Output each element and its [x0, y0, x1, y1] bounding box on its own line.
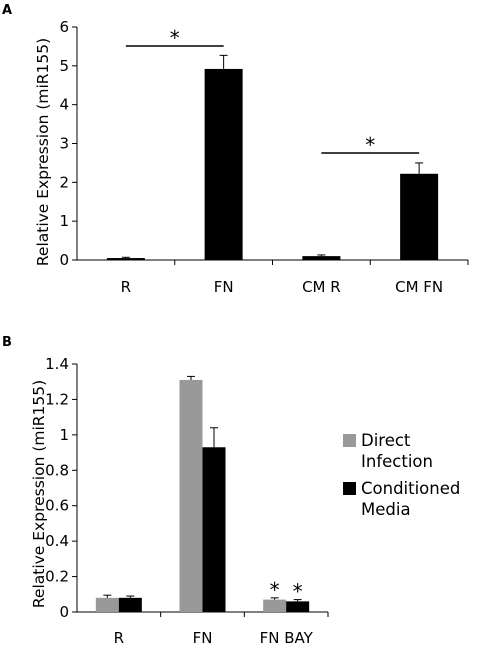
panel-a-bar [204, 68, 243, 260]
panel-a-y-tick-label: 5 [59, 57, 69, 75]
panel-b-legend: Direct Infection Conditioned Media [343, 431, 460, 519]
panel-b-legend-swatch [343, 482, 356, 495]
panel-b-legend-label-line: Direct [361, 431, 411, 450]
panel-a-label: A [2, 3, 12, 18]
panel-b-legend-label-line: Media [361, 500, 411, 519]
panel-b-y-tick-label: 0.6 [45, 497, 69, 515]
panel-b-x-tick-labels: R FN FN BAY [114, 612, 329, 647]
panel-a-significance-star: * [170, 26, 180, 50]
panel-b-y-tick-label: 0 [59, 603, 69, 621]
panel-a-y-tick-label: 4 [59, 96, 69, 114]
panel-a-bars [106, 54, 439, 260]
panel-a-bar [106, 258, 145, 260]
panel-b-legend-label: Conditioned Media [361, 479, 460, 519]
panel-b-annotations: * * [270, 578, 303, 604]
panel-b-y-tick-label: 0.4 [45, 532, 69, 550]
panel-a-x-tick-label: R [121, 278, 131, 296]
panel-b-legend-label-line: Infection [361, 452, 433, 471]
panel-b-y-axis-label: Relative Expression (miR155) [30, 380, 48, 608]
panel-b-label: B [2, 335, 12, 350]
panel-a-bar [400, 173, 439, 260]
panel-a-y-tick-label: 1 [59, 212, 69, 230]
panel-a-significance-star: * [365, 133, 375, 157]
panel-b-y-tick-label: 0.2 [45, 568, 69, 586]
panel-a-significance: ** [125, 26, 420, 157]
panel-b-x-tick-label: FN BAY [260, 629, 314, 647]
panel-b-y-tick-label: 1.4 [45, 355, 69, 373]
panel-b-bars [95, 375, 310, 612]
panel-b-bar [95, 597, 119, 612]
panel-b-bar [263, 599, 287, 612]
panel-a-x-tick-labels: R FN CM R CM FN [121, 260, 469, 296]
panel-b-annotation-star: * [293, 580, 303, 604]
panel-b-legend-label: Direct Infection [361, 431, 433, 471]
panel-a-x-tick-label: CM FN [395, 278, 443, 296]
panel-b-bar [286, 601, 310, 612]
panel-a-x-tick-label: FN [214, 278, 234, 296]
panel-b-y-ticks: 0 0.2 0.4 0.6 0.8 1 1.2 1.4 [45, 355, 77, 621]
panel-b-legend-label-line: Conditioned [361, 479, 460, 498]
panel-a-y-axis-label: Relative Expression (miR155) [34, 38, 52, 266]
panel-a-y-tick-label: 3 [59, 135, 69, 153]
panel-a-x-tick-label: CM R [302, 278, 341, 296]
panel-b-bar [179, 379, 203, 612]
panel-b-y-tick-label: 0.8 [45, 461, 69, 479]
panel-a-y-ticks: 0 1 2 3 4 5 6 [59, 18, 77, 269]
panel-a-y-tick-label: 0 [59, 251, 69, 269]
panel-a: A Relative Expression (miR155) 0 1 2 3 4 5 6 R… [2, 3, 469, 296]
panel-b-y-tick-label: 1.2 [45, 390, 69, 408]
panel-b-x-tick-label: FN [193, 629, 213, 647]
panel-b-legend-swatch [343, 434, 356, 447]
panel-b-x-tick-label: R [114, 629, 124, 647]
panel-a-y-tick-label: 2 [59, 173, 69, 191]
panel-b-bar [202, 447, 226, 612]
panel-a-bar [302, 256, 341, 260]
panel-b-annotation-star: * [270, 578, 280, 602]
panel-a-y-tick-label: 6 [59, 18, 69, 36]
panel-b-bar [118, 597, 142, 612]
panel-b: B Relative Expression (miR155) 0 0.2 0.4 0.… [2, 335, 460, 647]
panel-b-y-tick-label: 1 [59, 426, 69, 444]
